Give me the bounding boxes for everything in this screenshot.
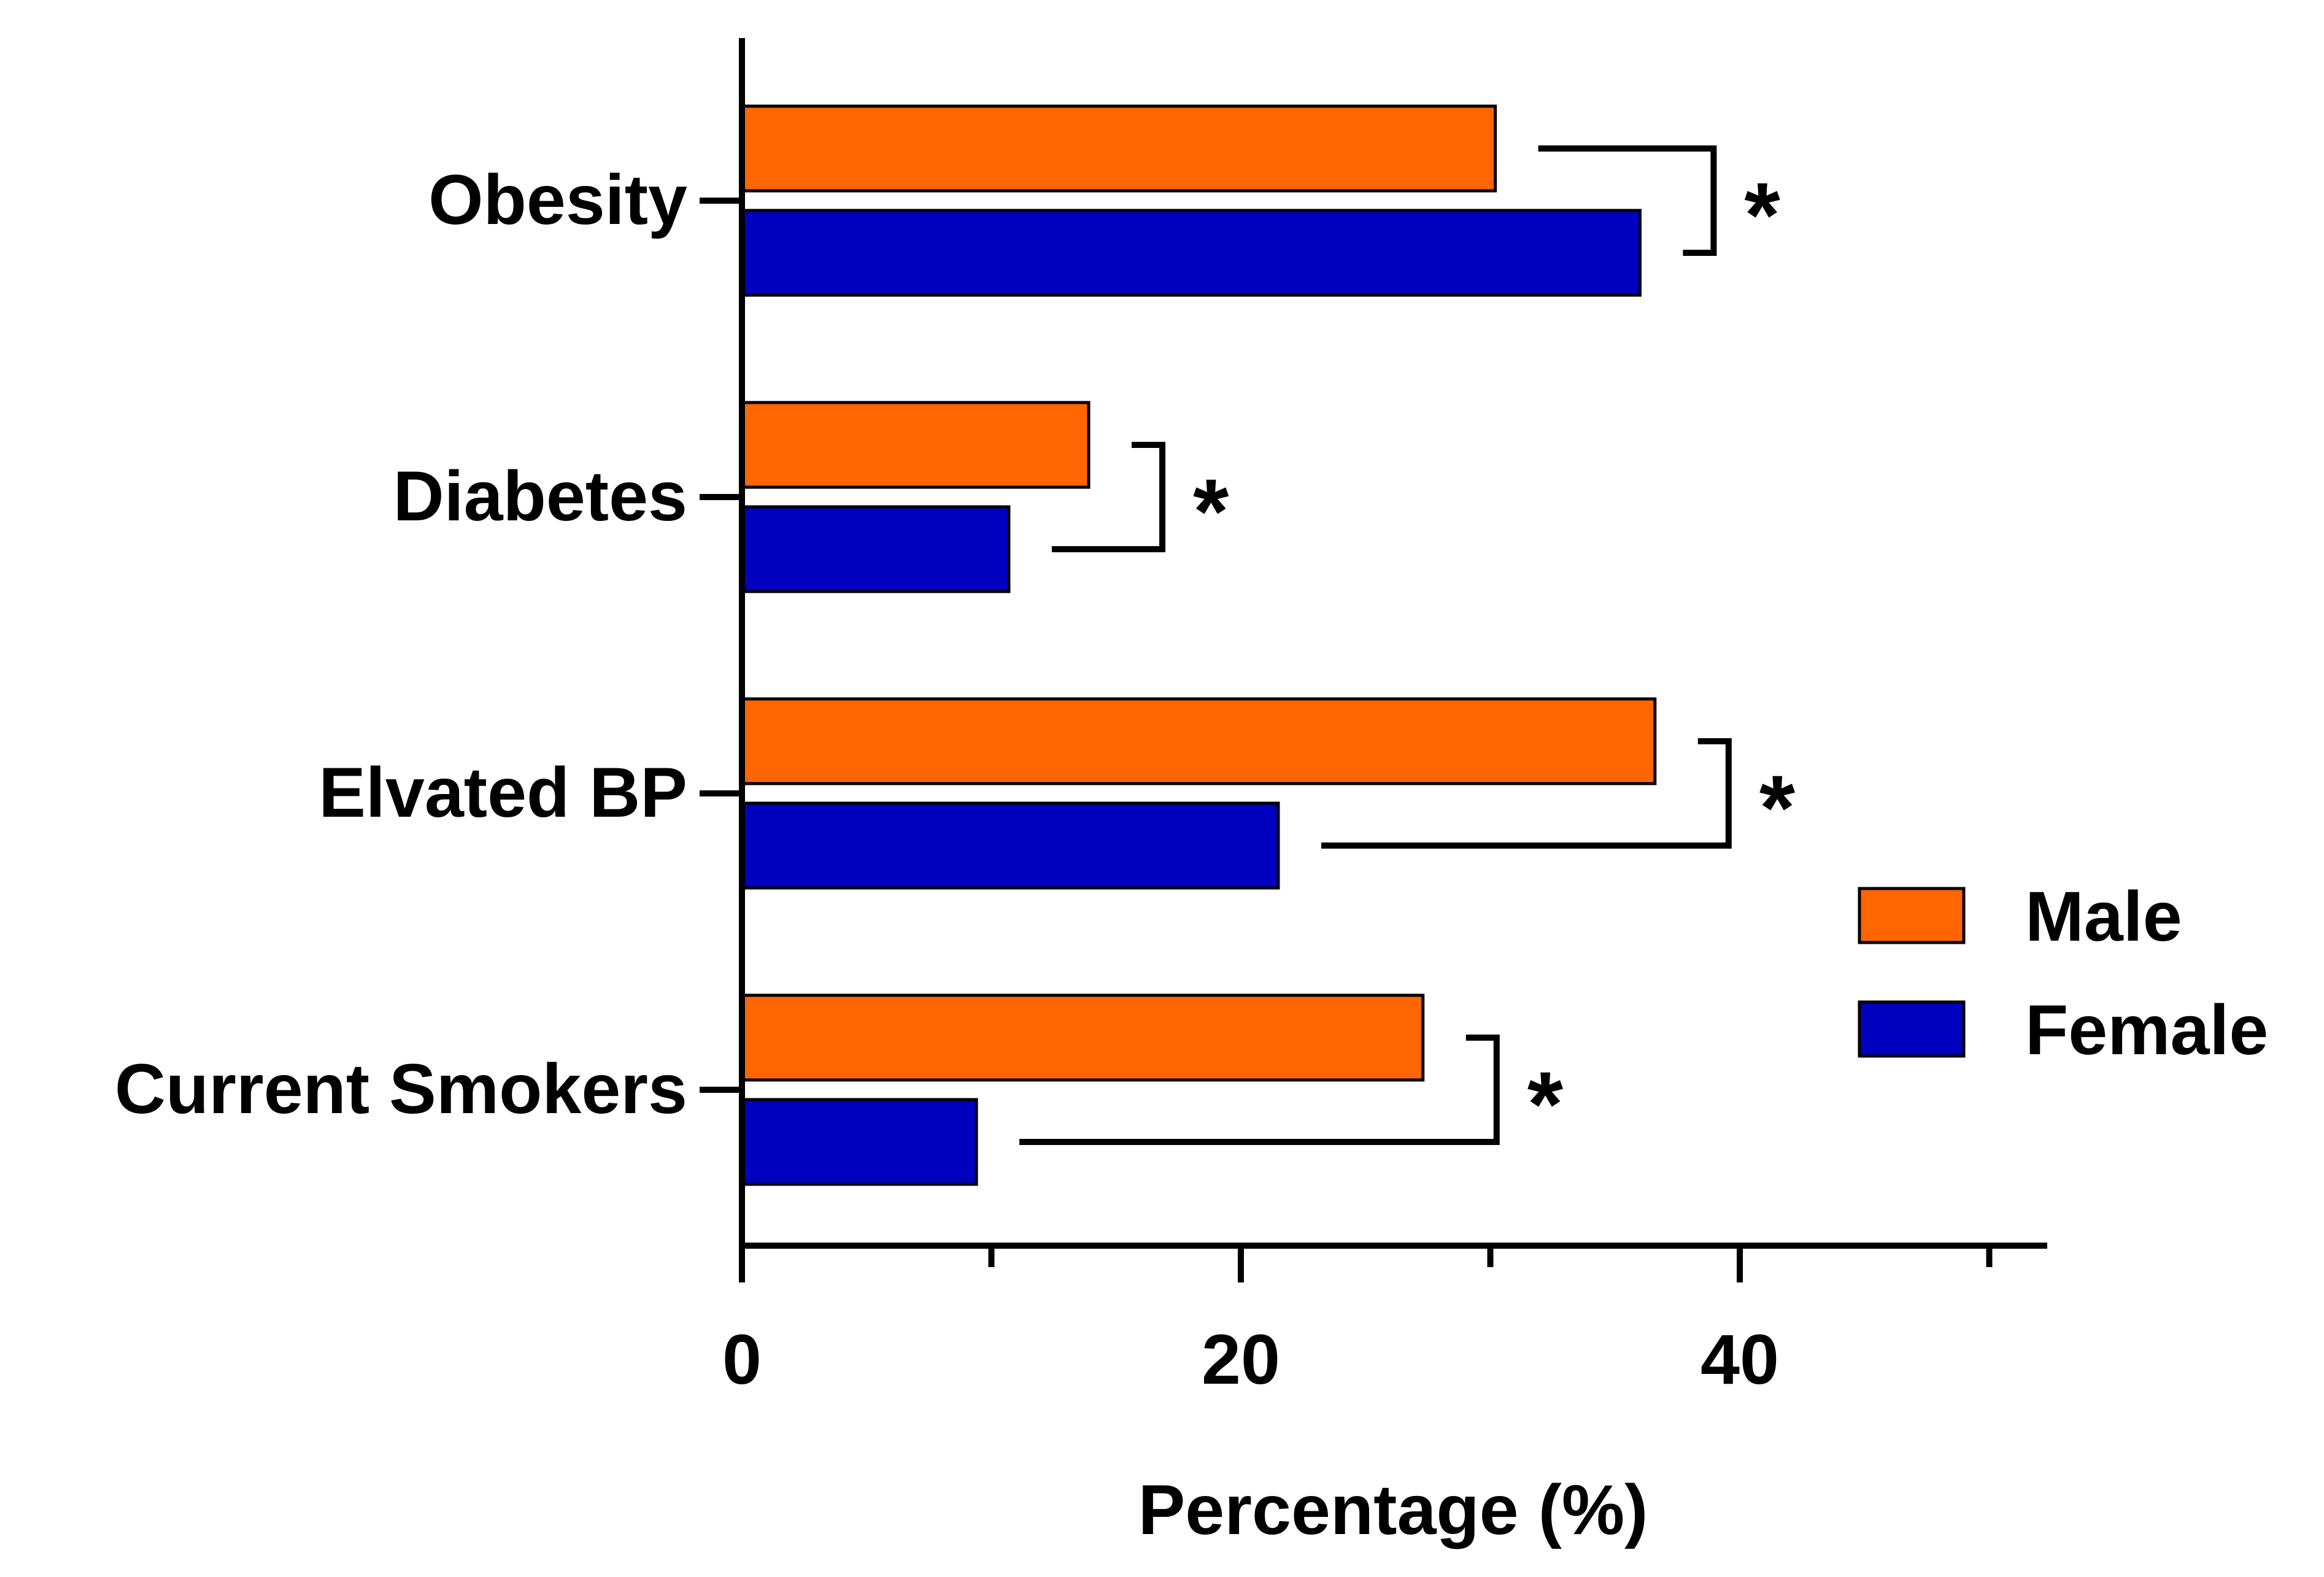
ticks-group: 0 20 40 xyxy=(700,198,1993,1399)
significance-star-current-smokers: * xyxy=(1527,1052,1564,1155)
significance-star-diabetes: * xyxy=(1193,460,1229,563)
bars-group xyxy=(740,104,1657,1186)
legend-swatch-male xyxy=(1858,887,1966,944)
legend-swatch-female xyxy=(1858,1000,1966,1058)
x-axis-title: Percentage (%) xyxy=(1138,1471,1648,1549)
significance-bracket-elvated-bp xyxy=(1321,738,1732,849)
bar-female-current-smokers xyxy=(740,1098,978,1186)
legend: Male Female xyxy=(1858,877,2268,1070)
significance-star-elvated-bp: * xyxy=(1759,756,1796,859)
significance-group: * * * * xyxy=(1019,145,1796,1155)
x-tick-label-0: 0 xyxy=(722,1321,762,1399)
bar-male-elvated-bp xyxy=(740,697,1657,785)
bar-female-diabetes xyxy=(740,505,1011,593)
x-tick-label-20: 20 xyxy=(1202,1321,1280,1399)
bar-male-obesity xyxy=(740,104,1497,193)
axes-group xyxy=(739,38,2047,1252)
category-labels-group: Obesity Diabetes Elvated BP Current Smokers xyxy=(115,161,687,1128)
bar-female-elvated-bp xyxy=(740,801,1280,890)
bar-male-current-smokers xyxy=(740,993,1425,1082)
x-tick-label-40: 40 xyxy=(1701,1321,1779,1399)
bar-male-diabetes xyxy=(740,401,1091,489)
category-label-current-smokers: Current Smokers xyxy=(115,1050,687,1128)
bar-female-obesity xyxy=(740,209,1642,297)
significance-bracket-obesity xyxy=(1538,145,1717,256)
category-label-obesity: Obesity xyxy=(428,161,687,239)
significance-star-obesity: * xyxy=(1744,163,1780,266)
significance-bracket-diabetes xyxy=(1051,442,1166,552)
legend-label-male: Male xyxy=(2025,877,2182,956)
category-label-elvated-bp: Elvated BP xyxy=(318,754,687,832)
legend-label-female: Female xyxy=(2025,991,2268,1070)
significance-bracket-current-smokers xyxy=(1019,1035,1500,1145)
category-label-diabetes: Diabetes xyxy=(393,457,687,536)
